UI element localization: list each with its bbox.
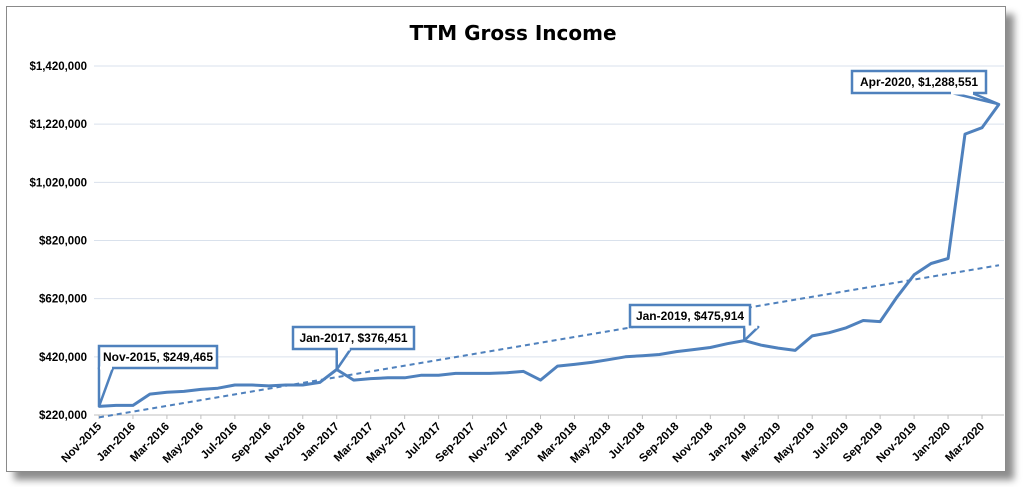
annotation-callout: Jan-2017, $376,451 <box>291 325 416 371</box>
y-tick-label: $620,000 <box>39 294 87 306</box>
y-tick-label: $1,420,000 <box>29 61 87 73</box>
callout-box <box>628 303 752 329</box>
y-tick-label: $1,220,000 <box>29 119 87 131</box>
series-layer <box>98 103 1001 419</box>
callout-box <box>97 344 219 370</box>
annotations-layer: Nov-2015, $249,465 Jan-2017, $376,451 Jan-… <box>97 69 1001 408</box>
y-tick-label: $420,000 <box>39 352 87 364</box>
callout-pointer <box>743 325 760 342</box>
callout-pointer <box>950 91 1001 106</box>
y-tick-label: $820,000 <box>39 236 87 248</box>
annotation-label: Apr-2020, $1,288,551 <box>860 75 978 89</box>
annotation-label: Nov-2015, $249,465 <box>103 350 213 364</box>
chart-frame: TTM Gross Income $220,000 $420,000 $620,00… <box>6 6 1006 472</box>
annotation-callout: Jan-2019, $475,914 <box>628 303 760 342</box>
trend-line <box>98 264 1000 419</box>
series-line-ttm-gross-income <box>98 103 1001 408</box>
line-chart: TTM Gross Income $220,000 $420,000 $620,00… <box>29 21 1004 466</box>
annotation-callout: Nov-2015, $249,465 <box>97 344 219 408</box>
y-axis-ticks: $220,000 $420,000 $620,000 $820,000 $1,020,0… <box>29 61 87 422</box>
y-tick-label: $220,000 <box>39 410 87 422</box>
callout-box <box>291 325 416 351</box>
annotation-label: Jan-2019, $475,914 <box>636 309 744 323</box>
annotation-label: Jan-2017, $376,451 <box>299 331 407 345</box>
annotation-callout: Apr-2020, $1,288,551 <box>850 69 1001 106</box>
callout-pointer <box>335 347 352 371</box>
y-tick-label: $1,020,000 <box>29 177 87 189</box>
callout-box <box>850 69 988 95</box>
x-axis-ticks: Nov-2015Jan-2016Mar-2016May-2016Jul-2016… <box>59 415 987 466</box>
gridlines <box>94 65 1004 416</box>
callout-pointer <box>97 366 115 408</box>
chart-title: TTM Gross Income <box>409 21 616 45</box>
